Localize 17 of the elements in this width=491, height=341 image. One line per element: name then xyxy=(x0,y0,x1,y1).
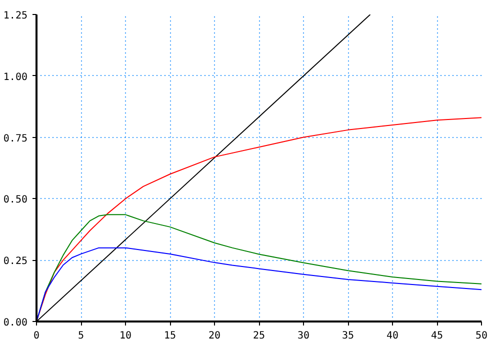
x-tick-label: 5 xyxy=(78,330,84,341)
x-tick-label: 50 xyxy=(475,330,488,341)
y-tick-label: 0.75 xyxy=(3,133,28,144)
x-tick-label: 0 xyxy=(33,330,40,341)
y-tick-label: 1.25 xyxy=(3,10,28,22)
x-tick-label: 40 xyxy=(386,330,399,341)
y-tick-label: 0.50 xyxy=(3,194,28,206)
x-tick-label: 35 xyxy=(342,330,354,341)
y-tick-label: 0.00 xyxy=(3,318,28,328)
y-tick-label: 0.25 xyxy=(3,256,28,268)
x-tick-label: 25 xyxy=(252,330,266,341)
x-tick-label: 30 xyxy=(297,330,310,341)
x-tick-label: 20 xyxy=(208,330,221,341)
x-tick-label: 15 xyxy=(164,330,176,341)
x-tick-label: 45 xyxy=(430,330,444,341)
y-tick-label: 1.00 xyxy=(3,72,28,83)
x-tick-label: 10 xyxy=(119,330,132,341)
